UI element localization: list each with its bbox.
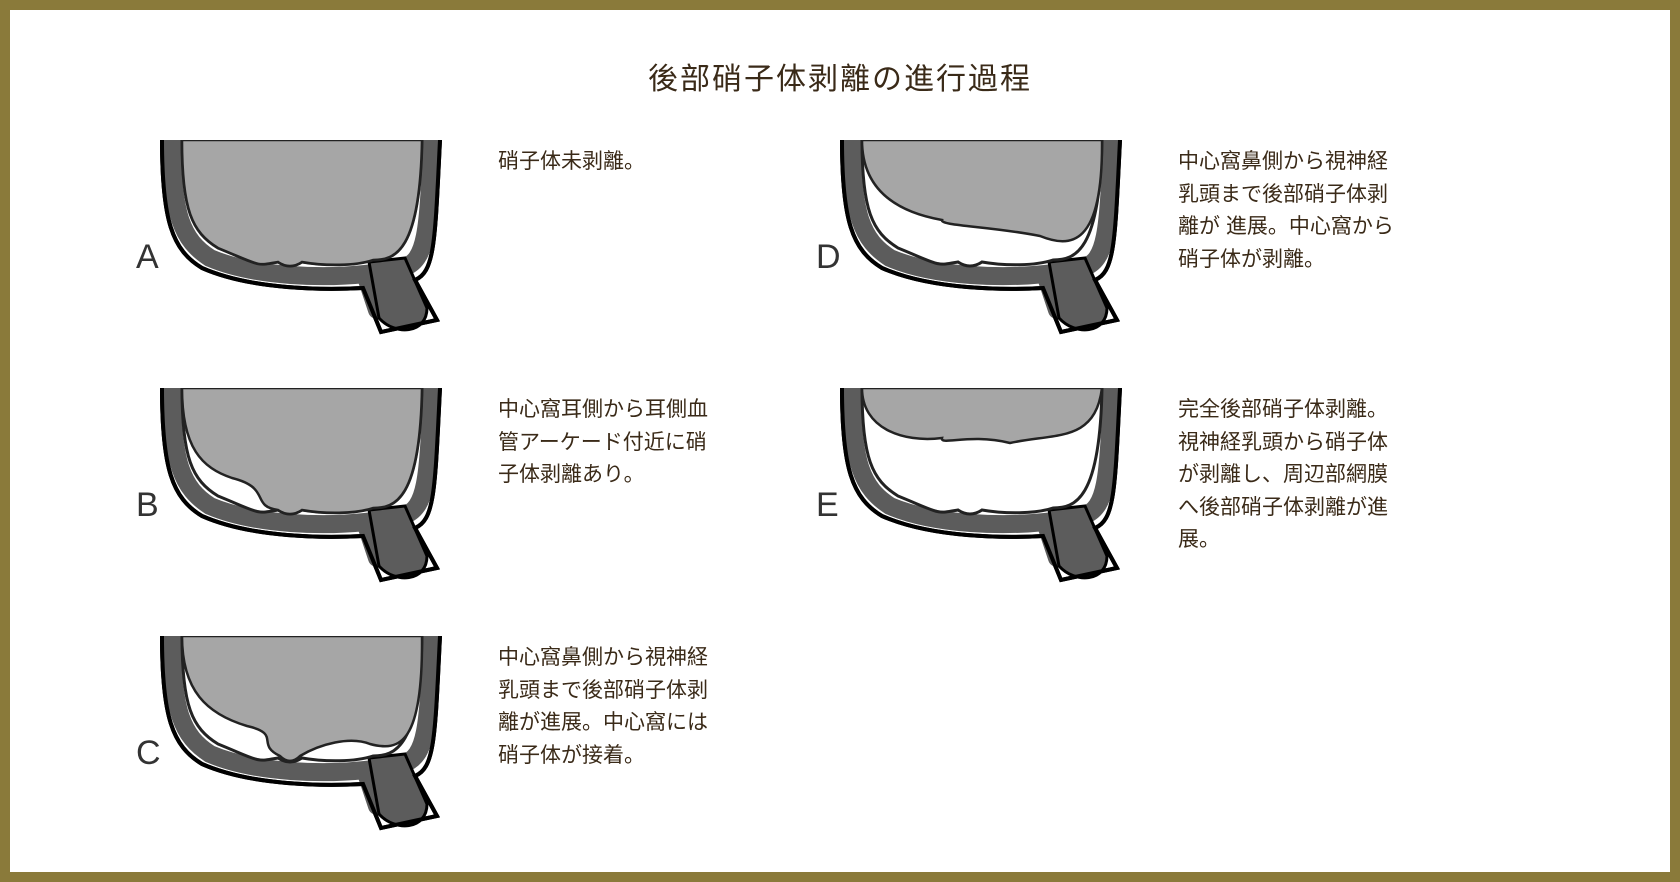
panel-description: 中心窩鼻側から視神経乳頭まで後部硝子体剥離が 進展。中心窩から硝子体が剥離。 [1178,140,1403,276]
panel-label: C [136,734,161,772]
panel-a: A 硝子体未剥離。 [100,140,723,340]
panel-b: B 中心窩耳側から耳側血管アーケード付近に硝子体剥離あり。 [100,388,723,588]
panel-d: D 中心窩鼻側から視神経乳頭まで後部硝子体剥離が 進展。中心窩から硝子体が剥離。 [780,140,1403,340]
panel-description: 中心窩鼻側から視神経乳頭まで後部硝子体剥離が進展。中心窩には硝子体が接着。 [498,636,723,772]
eye-diagram-d: D [780,140,1160,340]
panel-label: E [816,486,839,524]
panel-label: B [136,486,159,524]
panel-c: C 中心窩鼻側から視神経乳頭まで後部硝子体剥離が進展。中心窩には硝子体が接着。 [100,636,723,836]
eye-diagram-b: B [100,388,480,588]
panel-description: 完全後部硝子体剥離。視神経乳頭から硝子体が剥離し、周辺部網膜へ後部硝子体剥離が進… [1178,388,1403,557]
eye-diagram-a: A [100,140,480,340]
page-title: 後部硝子体剥離の進行過程 [10,10,1670,98]
eye-diagram-c: C [100,636,480,836]
panel-e: E 完全後部硝子体剥離。視神経乳頭から硝子体が剥離し、周辺部網膜へ後部硝子体剥離… [780,388,1403,588]
panel-label: A [136,238,159,276]
panel-description: 中心窩耳側から耳側血管アーケード付近に硝子体剥離あり。 [498,388,723,492]
diagram-grid: A 硝子体未剥離。 B 中心窩耳側から耳側血管アーケード付近に硝子体剥離あり。 … [10,140,1670,872]
panel-label: D [816,238,841,276]
panel-description: 硝子体未剥離。 [498,140,723,179]
eye-diagram-e: E [780,388,1160,588]
